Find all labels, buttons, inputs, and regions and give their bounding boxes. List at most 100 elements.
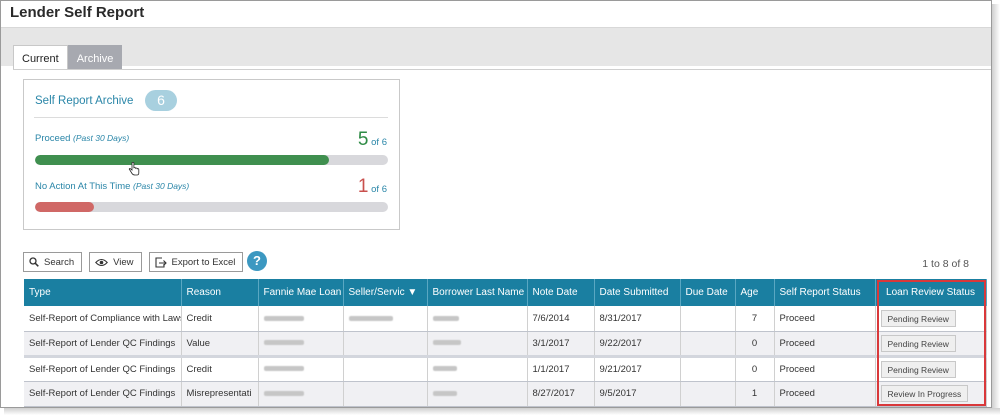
cell-due-date <box>680 356 736 382</box>
cell-loan-number-redacted <box>258 356 344 382</box>
cell-note-date: 3/1/2017 <box>527 331 595 358</box>
search-button-label: Search <box>44 256 75 268</box>
cell-loan-number-redacted <box>258 381 344 407</box>
loan-review-status-button[interactable]: Pending Review <box>880 360 956 378</box>
table-row[interactable]: Self-Report of Lender QC Findings Value … <box>24 331 987 358</box>
cell-type: Self-Report of Lender QC Findings <box>24 356 182 382</box>
metric-proceed-label[interactable]: Proceed (Past 30 Days) <box>35 133 129 144</box>
sort-descending-icon: ▼ <box>407 287 418 298</box>
column-header-fannie-mae-loan[interactable]: Fannie Mae Loan <box>258 279 344 306</box>
metric-no-action-name: No Action At This Time <box>35 181 131 192</box>
metric-no-action-progress-fill <box>35 202 94 212</box>
column-header-age[interactable]: Age <box>735 279 775 306</box>
column-header-borrower-last-name[interactable]: Borrower Last Name <box>427 279 528 306</box>
metric-proceed-value: 5 <box>357 129 369 150</box>
metric-proceed-name: Proceed <box>35 133 71 144</box>
cell-note-date: 8/27/2017 <box>527 381 595 407</box>
metric-proceed-progress[interactable] <box>35 155 388 165</box>
metric-no-action-value: 1 <box>357 176 369 197</box>
cell-age: 0 <box>735 331 775 358</box>
cell-seller-redacted <box>343 331 428 358</box>
cell-age: 1 <box>735 381 775 407</box>
cell-self-report-status: Proceed <box>774 381 876 407</box>
cell-note-date: 1/1/2017 <box>527 356 595 382</box>
cell-reason: Value <box>181 331 259 358</box>
loan-review-status-button[interactable]: Review In Progress <box>880 385 969 402</box>
cell-type: Self-Report of Compliance with Laws <box>24 306 182 332</box>
cell-age: 7 <box>735 306 775 332</box>
card-divider <box>34 117 388 118</box>
header-band <box>1 28 991 66</box>
cell-seller-redacted <box>343 381 428 407</box>
search-button[interactable]: Search <box>23 252 83 272</box>
tab-archive[interactable]: Archive <box>67 45 123 70</box>
window-shadow-bottom <box>4 408 1000 415</box>
cell-loan-number-redacted <box>258 331 344 358</box>
cell-due-date <box>680 381 736 407</box>
cell-self-report-status: Proceed <box>774 356 876 382</box>
metric-no-action-period: (Past 30 Days) <box>133 181 190 191</box>
cell-self-report-status: Proceed <box>774 331 876 358</box>
help-icon[interactable]: ? <box>247 251 267 271</box>
tab-current[interactable]: Current <box>13 45 68 70</box>
metric-proceed-of: of <box>371 137 380 148</box>
column-header-note-date[interactable]: Note Date <box>527 279 595 306</box>
column-header-type[interactable]: Type <box>24 279 182 306</box>
loan-review-status-button[interactable]: Pending Review <box>880 309 956 327</box>
cell-date-submitted: 9/21/2017 <box>594 356 681 382</box>
metric-proceed-count: 5 of 6 <box>358 129 387 151</box>
cell-loan-review-status: Pending Review <box>875 306 987 332</box>
metric-proceed-period: (Past 30 Days) <box>73 133 130 143</box>
cell-borrower-redacted <box>427 356 528 382</box>
window-shadow-right <box>992 4 1000 412</box>
cell-type: Self-Report of Lender QC Findings <box>24 331 182 358</box>
table-row[interactable]: Self-Report of Compliance with Laws Cred… <box>24 306 987 332</box>
cell-note-date: 7/6/2014 <box>527 306 595 332</box>
cell-due-date <box>680 331 736 358</box>
cell-seller-redacted <box>343 306 428 332</box>
export-button-label: Export to Excel <box>171 256 236 268</box>
column-header-self-report-status[interactable]: Self Report Status <box>774 279 876 306</box>
cell-reason: Credit <box>181 356 259 382</box>
column-header-due-date[interactable]: Due Date <box>680 279 736 306</box>
table-row[interactable]: Self-Report of Lender QC Findings Credit… <box>24 356 987 382</box>
export-icon <box>154 256 167 268</box>
view-button[interactable]: View <box>89 252 142 272</box>
cell-date-submitted: 8/31/2017 <box>594 306 681 332</box>
archive-card-title: Self Report Archive <box>35 95 134 107</box>
archive-count-badge: 6 <box>145 90 177 111</box>
hand-cursor-icon <box>128 162 140 176</box>
export-to-excel-button[interactable]: Export to Excel <box>148 252 244 272</box>
cell-seller-redacted <box>343 356 428 382</box>
cell-reason: Credit <box>181 306 259 332</box>
metric-no-action-label[interactable]: No Action At This Time (Past 30 Days) <box>35 181 189 192</box>
search-icon <box>29 257 39 267</box>
archive-summary-card: Self Report Archive 6 Proceed (Past 30 D… <box>23 79 400 230</box>
column-header-date-submitted[interactable]: Date Submitted <box>594 279 681 306</box>
tab-bar: Current Archive <box>13 45 123 70</box>
column-header-seller-servicer[interactable]: Seller/Servic ▼ <box>343 279 428 306</box>
column-header-loan-review-status[interactable]: Loan Review Status <box>875 279 987 306</box>
cell-loan-review-status: Pending Review <box>875 331 987 358</box>
cell-type: Self-Report of Lender QC Findings <box>24 381 182 407</box>
pagination-info: 1 to 8 of 8 <box>922 258 969 270</box>
cell-borrower-redacted <box>427 331 528 358</box>
cell-loan-review-status: Review In Progress <box>875 381 987 407</box>
loan-review-status-highlight <box>877 280 986 406</box>
table-header-row: Type Reason Fannie Mae Loan Seller/Servi… <box>24 279 987 306</box>
cell-self-report-status: Proceed <box>774 306 876 332</box>
loan-review-status-button[interactable]: Pending Review <box>880 334 956 352</box>
metric-no-action-of: of <box>371 184 380 195</box>
metric-proceed-progress-fill <box>35 155 330 165</box>
table-row[interactable]: Self-Report of Lender QC Findings Misrep… <box>24 381 987 407</box>
page-title: Lender Self Report <box>10 4 145 21</box>
cell-borrower-redacted <box>427 381 528 407</box>
cell-loan-review-status: Pending Review <box>875 356 987 382</box>
view-button-label: View <box>113 256 134 268</box>
metric-no-action-progress[interactable] <box>35 202 388 212</box>
tab-content-divider <box>13 69 991 70</box>
metric-proceed-total: 6 <box>381 137 387 148</box>
column-header-reason[interactable]: Reason <box>181 279 259 306</box>
metric-no-action-count: 1 of 6 <box>358 176 387 198</box>
title-divider <box>1 27 991 28</box>
